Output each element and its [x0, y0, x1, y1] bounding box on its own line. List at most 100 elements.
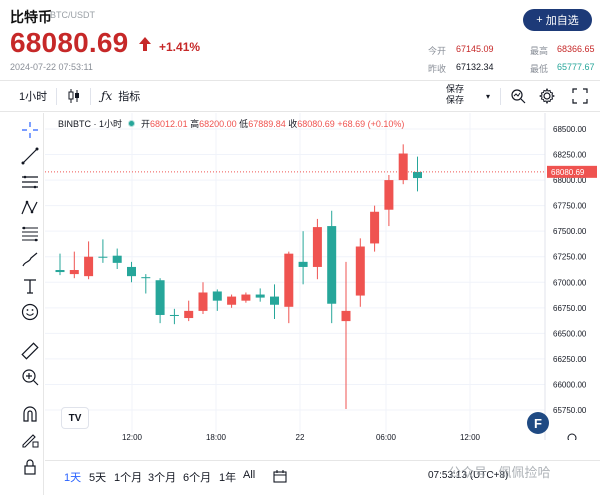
save-button[interactable]: 保存 保存 ▾ [446, 84, 496, 110]
stat-prevclose-label: 昨收 [428, 64, 447, 74]
tradingview-logo[interactable]: TV [62, 408, 88, 428]
price-chart[interactable]: 68500.00 68250.00 68000.00 67750.00 67500.00… [45, 113, 600, 440]
crosshair-icon[interactable] [19, 119, 41, 141]
stat-open-label: 今开 [428, 46, 447, 56]
range-5d[interactable]: 5天 [89, 472, 107, 484]
candle-body [255, 294, 265, 298]
candle-body [355, 246, 365, 296]
candle-body [284, 253, 294, 307]
y-tick-label: 66000.00 [553, 380, 587, 389]
asset-pair: BTC/USDT [50, 10, 95, 20]
watermark: 公众号 · 佩佩捡哈 [448, 465, 551, 480]
current-price-label: 68080.69 [551, 168, 585, 177]
candle-body [169, 314, 179, 316]
candle-body [384, 180, 394, 210]
trend-line-icon[interactable] [19, 145, 41, 167]
gear-icon[interactable] [539, 88, 555, 104]
price-change: +1.41% [159, 40, 201, 54]
candles-icon [68, 89, 79, 103]
f-badge-icon[interactable]: F [527, 412, 549, 434]
calendar-icon[interactable] [273, 469, 287, 483]
range-1d[interactable]: 1天 [64, 472, 82, 484]
x-tick-label: 12:00 [122, 433, 143, 440]
plus-icon: + [536, 14, 543, 26]
add-watchlist-button[interactable]: + 加自选 [523, 9, 592, 31]
zoom-in-icon[interactable] [19, 366, 41, 388]
fib-icon[interactable] [19, 223, 41, 245]
y-tick-label: 67750.00 [553, 202, 587, 211]
save-label: 保存 [446, 84, 465, 94]
legend-low-value: 67889.84 [248, 119, 286, 129]
y-tick-label: 66250.00 [553, 355, 587, 364]
last-price: 68080.69 [10, 27, 129, 58]
candle-body [198, 292, 208, 311]
lock-icon[interactable] [19, 456, 41, 478]
horizontal-lines-icon[interactable] [19, 171, 41, 193]
legend-high-label: 高 [190, 119, 200, 129]
y-tick-label: 66500.00 [553, 329, 587, 338]
y-tick-label: 68000.00 [553, 176, 587, 185]
legend-high-value: 68200.00 [199, 119, 237, 129]
legend-change-value: +68.69 (+0.10%) [337, 119, 405, 129]
candle-body [212, 291, 222, 301]
brush-icon[interactable] [19, 249, 41, 271]
candle-body [127, 266, 136, 277]
y-tick-label: 68500.00 [553, 125, 587, 134]
magnet-icon[interactable] [19, 403, 41, 425]
candle-body [84, 256, 94, 277]
legend-close-value: 68080.69 [297, 119, 335, 129]
range-6m[interactable]: 6个月 [183, 472, 212, 484]
candle-type-button[interactable] [67, 81, 81, 111]
range-all[interactable]: All [243, 469, 256, 481]
ruler-icon[interactable] [19, 340, 41, 362]
stat-high-label: 最高 [530, 46, 549, 56]
y-tick-label: 68250.00 [553, 151, 587, 160]
candle-body [141, 277, 151, 279]
range-3m[interactable]: 3个月 [148, 472, 177, 484]
indicators-button[interactable]: ƒx 指标 [101, 81, 140, 111]
emoji-icon[interactable] [19, 301, 41, 323]
candle-body [370, 211, 380, 244]
candle-body [184, 310, 194, 319]
x-tick-label: 22 [296, 433, 305, 440]
pattern-icon[interactable] [19, 197, 41, 219]
x-tick-label: 06:00 [376, 433, 397, 440]
time-readout: 07:53:13 (UTC+8) [428, 470, 509, 481]
x-tick-label: 12:00 [460, 433, 481, 440]
candle-body [155, 280, 165, 315]
text-icon[interactable] [19, 275, 41, 297]
toolbar-divider [90, 88, 91, 105]
candle-body [298, 261, 308, 267]
range-1y[interactable]: 1年 [219, 472, 237, 484]
indicators-label: 指标 [118, 91, 141, 103]
arrow-up-icon [139, 37, 151, 51]
range-bar: 1天 5天 1个月 3个月 6个月 1年 All [45, 460, 600, 495]
candle-body [398, 153, 408, 181]
asset-title: 比特币 [10, 9, 52, 25]
interval-selector[interactable]: 1小时 [19, 91, 48, 103]
legend-open-value: 68012.01 [150, 119, 188, 129]
drawing-tools-sidebar [0, 113, 44, 495]
toolbar-divider [56, 88, 57, 105]
fullscreen-icon[interactable] [572, 88, 588, 104]
stat-prevclose-value: 67132.34 [456, 62, 494, 72]
save-sublabel: 保存 [446, 95, 465, 105]
legend-low-label: 低 [239, 119, 249, 129]
current-price-tag [547, 165, 597, 178]
status-dot [128, 120, 136, 127]
chart-toolbar: 1小时 ƒx 指标 保存 保存 ▾ [0, 80, 600, 112]
candle-body [55, 270, 65, 273]
pencil-lock-icon[interactable] [19, 429, 41, 451]
candle-body [241, 294, 251, 301]
candle-body [69, 270, 79, 275]
candle-body [327, 226, 337, 304]
range-1m[interactable]: 1个月 [114, 472, 143, 484]
axis-settings-icon [567, 433, 577, 440]
candle-body [270, 296, 279, 305]
candle-body [227, 296, 237, 305]
candle-body [413, 171, 422, 179]
y-tick-label: 66750.00 [553, 304, 587, 313]
y-tick-label: 67000.00 [553, 278, 587, 287]
quick-search-icon[interactable] [510, 88, 526, 104]
